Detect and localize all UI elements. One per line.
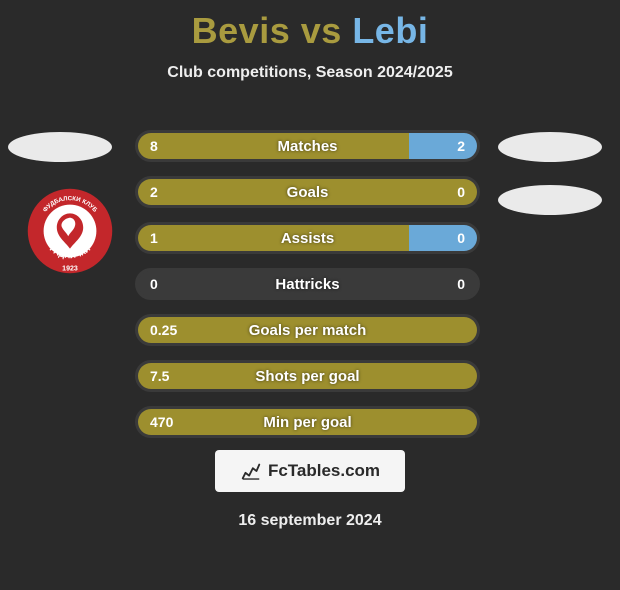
stat-bar-left <box>138 179 477 205</box>
title-player2: Lebi <box>352 10 428 51</box>
stat-bar-left <box>138 225 409 251</box>
right-badge-placeholder-1 <box>498 132 602 162</box>
stat-bar-left <box>138 317 477 343</box>
stat-row: Min per goal470 <box>135 406 480 438</box>
stat-bar-left <box>138 133 409 159</box>
left-badge-placeholder <box>8 132 112 162</box>
stats-bars: Matches82 Goals20 Assists10 Hattricks0 0 Goal… <box>135 130 480 452</box>
stat-bar-left <box>138 409 477 435</box>
stat-bar-right <box>409 225 477 251</box>
stat-row: Shots per goal7.5 <box>135 360 480 392</box>
fctables-watermark: FcTables.com <box>215 450 405 492</box>
page-title: Bevis vs Lebi <box>0 10 620 52</box>
title-vs: vs <box>301 10 342 51</box>
club-crest-left: ФУДБАЛСКИ КЛУБ РАДНИЧКИ 1923 <box>26 187 114 275</box>
stat-bar-right <box>409 133 477 159</box>
svg-text:1923: 1923 <box>62 266 78 273</box>
stat-row: Assists10 <box>135 222 480 254</box>
radnicki-crest-icon: ФУДБАЛСКИ КЛУБ РАДНИЧКИ 1923 <box>26 187 114 275</box>
stat-row: Goals per match0.25 <box>135 314 480 346</box>
right-badge-placeholder-2 <box>498 185 602 215</box>
subtitle: Club competitions, Season 2024/2025 <box>0 64 620 82</box>
watermark-text: FcTables.com <box>268 461 380 481</box>
title-player1: Bevis <box>192 10 291 51</box>
stat-row: Hattricks0 0 <box>135 268 480 300</box>
stat-bar-left <box>138 363 477 389</box>
stat-row: Matches82 <box>135 130 480 162</box>
date-label: 16 september 2024 <box>0 512 620 530</box>
stat-label: Hattricks <box>138 271 477 297</box>
stat-value-right: 0 <box>457 271 465 297</box>
stat-value-left: 0 <box>150 271 158 297</box>
stat-row: Goals20 <box>135 176 480 208</box>
chart-icon <box>240 460 262 482</box>
